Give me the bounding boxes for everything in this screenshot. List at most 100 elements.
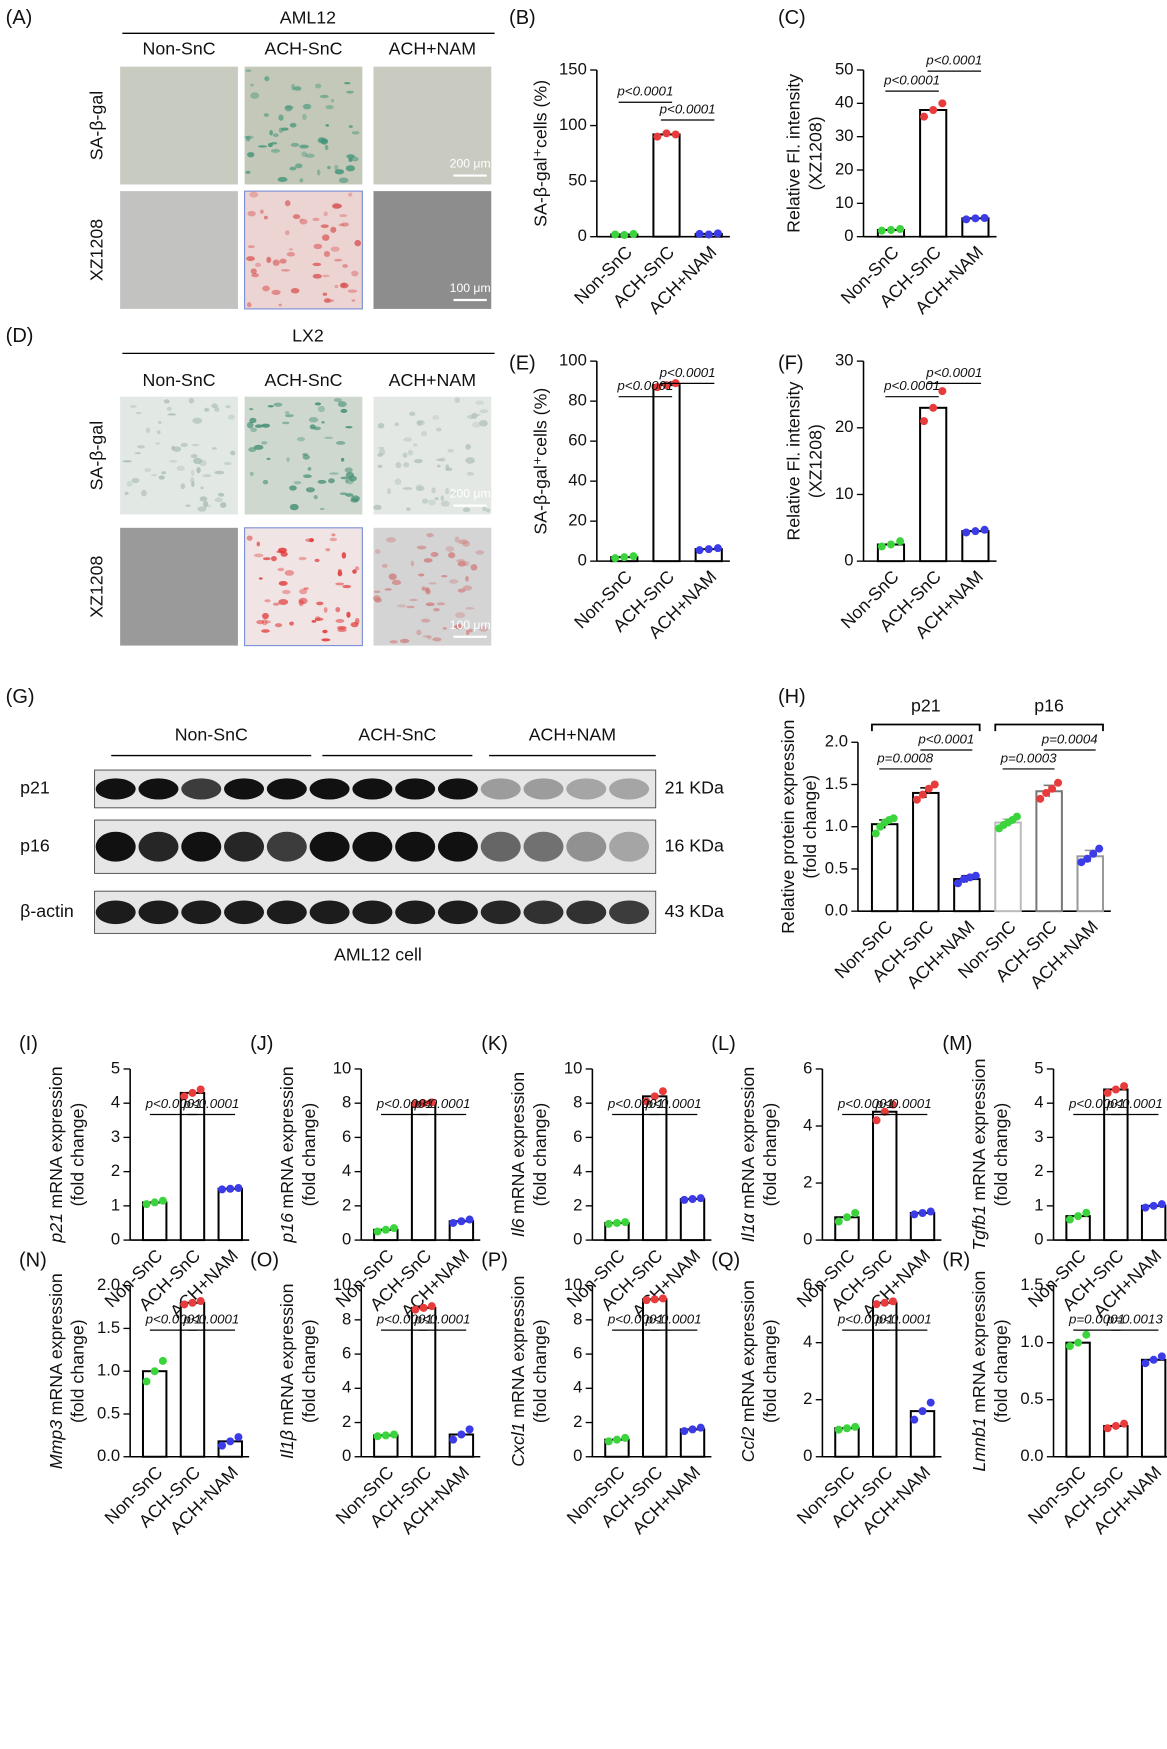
panel-label: (F) <box>778 353 804 375</box>
cell <box>415 485 425 492</box>
data-point <box>886 226 895 235</box>
p-value: p<0.0001 <box>616 378 673 393</box>
y-tick-label: 0 <box>803 1229 812 1248</box>
cell <box>311 620 317 623</box>
cell <box>298 556 307 561</box>
row-label: SA-β-gal <box>87 421 107 490</box>
data-point <box>150 1198 159 1207</box>
cell <box>317 405 326 413</box>
p-value: p<0.0001 <box>607 1312 664 1327</box>
y-tick-label: 4 <box>803 1115 812 1134</box>
y-axis-label: Relative protein expression <box>778 720 798 934</box>
cell <box>255 262 262 268</box>
blot-band <box>480 831 521 862</box>
blot-band <box>352 900 393 925</box>
data-point <box>142 1377 151 1386</box>
data-point <box>888 1297 897 1306</box>
data-point <box>1036 794 1045 803</box>
data-point <box>226 1437 235 1446</box>
y-tick-label: 6 <box>803 1275 812 1294</box>
blot-band <box>138 778 179 800</box>
cell <box>374 549 381 554</box>
cell <box>455 623 462 628</box>
row-label: SA-β-gal <box>87 91 107 160</box>
panel-label: (K) <box>481 1033 508 1055</box>
cell <box>180 483 186 490</box>
cell <box>402 487 413 490</box>
p-value: p<0.0001 <box>925 365 982 380</box>
cell <box>301 151 308 157</box>
cell <box>250 83 254 87</box>
y-axis-gene: p21 <box>45 1213 65 1244</box>
data-point <box>1149 1201 1158 1210</box>
cell <box>325 548 331 552</box>
data-point <box>696 1194 705 1203</box>
cell <box>190 453 198 459</box>
cell <box>212 447 217 450</box>
cell <box>337 401 347 408</box>
cell <box>448 552 456 559</box>
cell <box>135 411 142 415</box>
blot-band <box>609 831 650 862</box>
scale-bar-label: 100 μm <box>450 618 491 632</box>
y-tick-label: 1 <box>111 1195 120 1214</box>
cell <box>272 602 280 606</box>
column-label: ACH-SnC <box>264 370 342 390</box>
cell <box>409 411 416 417</box>
cell <box>420 618 431 623</box>
cell <box>158 421 162 424</box>
cell <box>345 478 349 484</box>
y-tick-label: 0.5 <box>1020 1389 1043 1408</box>
cell <box>266 256 272 264</box>
cell <box>335 606 341 613</box>
panel-label: (D) <box>6 325 34 347</box>
cell <box>339 214 348 218</box>
data-point <box>880 1298 889 1307</box>
cell <box>436 602 446 606</box>
y-tick-label: 100 <box>559 115 587 134</box>
data-point <box>150 1367 159 1376</box>
cell <box>262 285 270 292</box>
y-tick-label: 2 <box>342 1412 351 1431</box>
cell <box>352 569 357 574</box>
y-tick-label: 100 <box>559 351 587 370</box>
group-bracket <box>871 723 981 732</box>
y-axis-gene: Il6 <box>508 1218 528 1237</box>
cell <box>389 640 398 644</box>
y-axis-label-2: (fold change) <box>760 1103 780 1207</box>
cell <box>278 599 289 605</box>
y-tick-label: 4 <box>1034 1093 1043 1112</box>
y-axis-label: SA-β-gal⁺cells (%) <box>530 388 550 535</box>
y-axis-gene: Il1β <box>277 1430 297 1459</box>
cell <box>455 612 466 619</box>
cell <box>320 224 329 229</box>
cell <box>351 131 360 135</box>
blot-caption: AML12 cell <box>334 944 422 964</box>
cell <box>309 538 314 543</box>
cell <box>191 443 200 447</box>
cell <box>321 638 331 642</box>
cell <box>250 268 257 275</box>
data-point <box>696 1423 705 1432</box>
cell <box>256 541 261 547</box>
y-axis-label-text: mRNA expression <box>738 1067 758 1209</box>
cell <box>325 124 330 127</box>
cell <box>302 474 312 478</box>
y-tick-label: 8 <box>573 1309 582 1328</box>
cell <box>450 492 459 495</box>
cell <box>470 564 478 571</box>
cell <box>388 573 397 580</box>
data-point <box>158 1356 167 1365</box>
cell <box>299 218 308 225</box>
cell <box>214 497 223 503</box>
y-axis-label: Mmp3 mRNA expression <box>45 1273 65 1469</box>
data-point <box>373 1227 382 1236</box>
data-point <box>650 1092 659 1101</box>
cell <box>445 546 455 552</box>
blot-band <box>309 900 350 925</box>
data-point <box>642 1296 651 1305</box>
data-point <box>688 1195 697 1204</box>
y-axis-label-2: (fold change) <box>530 1319 550 1423</box>
cell <box>346 611 351 618</box>
data-point <box>390 1224 399 1233</box>
